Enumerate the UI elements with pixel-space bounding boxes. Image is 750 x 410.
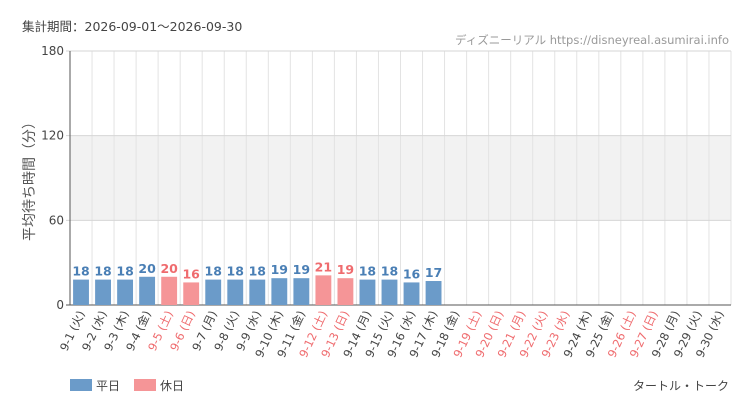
attraction-name: タートル・トーク <box>633 379 729 393</box>
bar-value-label: 16 <box>182 266 200 281</box>
bar <box>337 278 354 305</box>
y-axis-label: 平均待ち時間（分） <box>22 115 38 241</box>
bar <box>315 275 332 305</box>
y-tick-label: 120 <box>41 129 64 143</box>
legend-swatch-holiday <box>134 379 156 391</box>
legend-swatch-weekday <box>70 379 92 391</box>
bar-value-label: 19 <box>337 262 354 277</box>
source-label: ディズニーリアル https://disneyreal.asumirai.inf… <box>455 33 729 47</box>
bar <box>117 279 134 305</box>
bar-value-label: 16 <box>403 266 421 281</box>
bar <box>359 279 376 305</box>
bar <box>73 279 89 305</box>
bar <box>227 279 244 305</box>
bar <box>183 282 200 305</box>
bar-value-label: 18 <box>205 264 222 279</box>
bar-value-label: 19 <box>271 262 288 277</box>
legend-label-weekday: 平日 <box>96 379 120 393</box>
bar <box>205 279 222 305</box>
bar-value-label: 19 <box>293 262 310 277</box>
bar-value-label: 18 <box>249 264 266 279</box>
bar-value-label: 21 <box>315 259 332 274</box>
bar <box>271 278 288 305</box>
y-tick-label: 60 <box>49 213 64 227</box>
bar-value-label: 20 <box>138 261 156 276</box>
legend: 平日 休日 <box>70 379 184 393</box>
bar-value-label: 18 <box>227 264 244 279</box>
bar <box>403 282 420 305</box>
period-label: 集計期間：2026-09-01～2026-09-30 <box>22 19 242 34</box>
bar-value-label: 20 <box>160 261 178 276</box>
bar-value-label: 18 <box>359 264 376 279</box>
bar-value-label: 18 <box>72 264 89 279</box>
bar-value-label: 18 <box>381 264 398 279</box>
bar <box>139 276 156 305</box>
bar <box>425 281 442 305</box>
bar-value-label: 18 <box>94 264 111 279</box>
legend-label-holiday: 休日 <box>160 379 184 393</box>
bar <box>293 278 310 305</box>
bar <box>381 279 398 305</box>
y-tick-label: 0 <box>56 298 64 312</box>
bar <box>161 276 178 305</box>
bar-value-label: 17 <box>425 265 442 280</box>
bar-value-label: 18 <box>116 264 133 279</box>
bar <box>95 279 111 305</box>
y-tick-label: 180 <box>41 44 64 58</box>
bar <box>249 279 266 305</box>
